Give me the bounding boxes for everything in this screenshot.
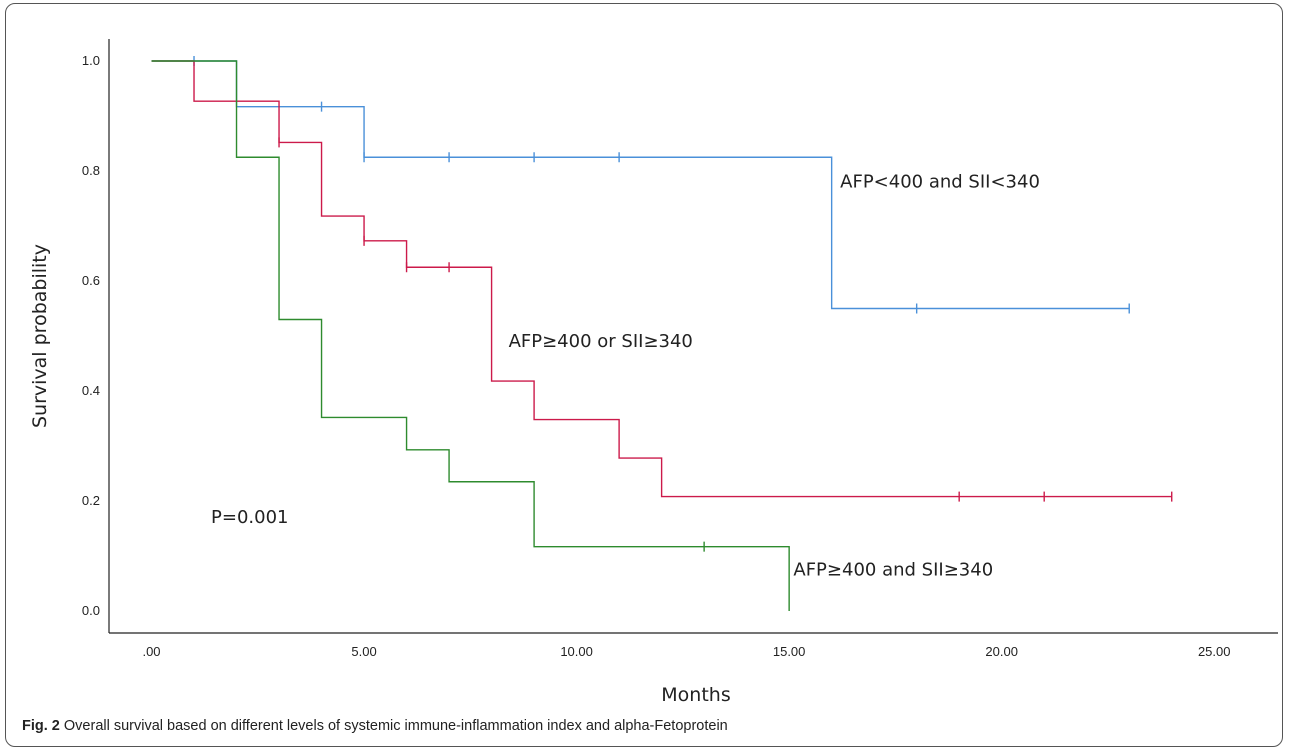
caption-text: Overall survival based on different leve… bbox=[63, 718, 728, 734]
figure-frame: .00 5.00 10.00 15.00 20.00 25.00 0.0 0.2 0.4 0.6… bbox=[5, 3, 1283, 747]
annotation-label: AFP≥400 or SII≥340 bbox=[509, 331, 693, 352]
x-tick-label: 5.00 bbox=[351, 644, 376, 659]
y-tick-label: 0.8 bbox=[82, 163, 100, 178]
annotation-label: AFP<400 and SII<340 bbox=[840, 172, 1040, 193]
x-tick-label: 10.00 bbox=[560, 644, 593, 659]
x-tick-label: .00 bbox=[142, 644, 160, 659]
survival-curve-2 bbox=[151, 60, 1172, 498]
survival-curves bbox=[151, 56, 1173, 611]
x-tick-label: 20.00 bbox=[985, 644, 1018, 659]
x-tick-label: 25.00 bbox=[1198, 644, 1231, 659]
y-tick-label: 0.2 bbox=[82, 493, 100, 508]
figure-caption: Fig. 2 Overall survival based on differe… bbox=[22, 718, 728, 734]
y-tick-label: 0.0 bbox=[82, 603, 100, 618]
survival-curve-3 bbox=[151, 60, 790, 611]
chart-annotations: P=0.001 AFP<400 and SII<340 AFP≥400 or SII… bbox=[211, 172, 1040, 581]
y-tick-label: 0.4 bbox=[82, 383, 100, 398]
y-axis-label: Survival probability bbox=[29, 244, 51, 428]
x-tick-labels: .00 5.00 10.00 15.00 20.00 25.00 bbox=[142, 644, 1230, 659]
x-axis-label: Months bbox=[661, 684, 730, 706]
caption-label: Fig. 2 bbox=[22, 718, 60, 734]
y-tick-label: 1.0 bbox=[82, 53, 100, 68]
y-tick-label: 0.6 bbox=[82, 273, 100, 288]
annotation-label: P=0.001 bbox=[211, 507, 288, 528]
survival-chart: .00 5.00 10.00 15.00 20.00 25.00 0.0 0.2 0.4 0.6… bbox=[29, 39, 1278, 706]
axes bbox=[108, 39, 1278, 634]
y-tick-labels: 0.0 0.2 0.4 0.6 0.8 1.0 bbox=[82, 53, 100, 618]
x-tick-label: 15.00 bbox=[773, 644, 806, 659]
annotation-label: AFP≥400 and SII≥340 bbox=[793, 559, 993, 580]
